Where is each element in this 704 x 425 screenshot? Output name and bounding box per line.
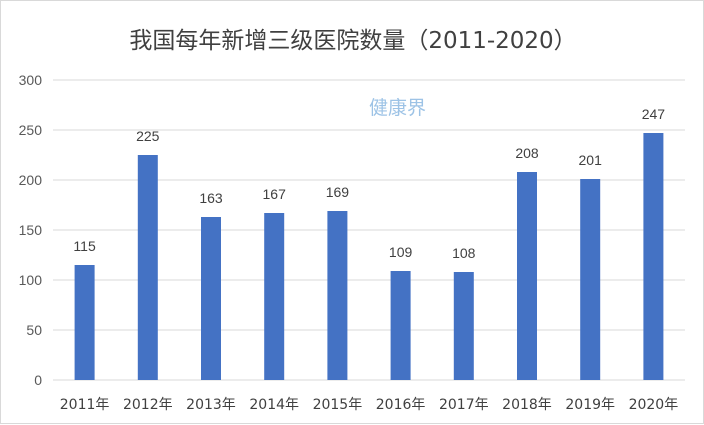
y-tick-label: 100 bbox=[19, 272, 43, 288]
x-category-label: 2016年 bbox=[376, 397, 426, 413]
data-label: 201 bbox=[579, 152, 603, 168]
x-category-label: 2018年 bbox=[502, 397, 552, 413]
y-axis-ticks: 0 50 100 150 200 250 300 bbox=[19, 72, 43, 388]
bar bbox=[390, 271, 411, 380]
x-axis-categories: 2011年 2012年 2013年 2014年 2015年 2016年 2017年 2018年… bbox=[60, 397, 678, 413]
x-category-label: 2012年 bbox=[123, 397, 173, 413]
bars bbox=[74, 133, 664, 380]
bar bbox=[453, 272, 474, 380]
watermark-text: 健康界 bbox=[369, 97, 427, 119]
data-label: 115 bbox=[73, 238, 96, 254]
data-label: 167 bbox=[263, 186, 287, 202]
bar bbox=[327, 211, 348, 380]
y-tick-label: 50 bbox=[26, 322, 42, 338]
x-category-label: 2019年 bbox=[565, 397, 615, 413]
bar bbox=[580, 179, 601, 380]
data-label: 208 bbox=[515, 145, 539, 161]
bar bbox=[643, 133, 664, 380]
bar bbox=[201, 217, 221, 380]
x-category-label: 2017年 bbox=[439, 397, 489, 413]
data-label: 225 bbox=[136, 128, 160, 144]
data-label: 108 bbox=[452, 245, 476, 261]
data-labels: 115 225 163 167 169 109 108 208 201 247 bbox=[73, 106, 665, 261]
bar bbox=[264, 213, 285, 380]
x-category-label: 2014年 bbox=[249, 397, 299, 413]
chart-title: 我国每年新增三级医院数量（2011-2020） bbox=[129, 28, 577, 54]
data-label: 163 bbox=[199, 190, 223, 206]
bar bbox=[517, 172, 537, 380]
y-tick-label: 300 bbox=[19, 72, 43, 88]
gridlines bbox=[53, 79, 685, 381]
y-tick-label: 250 bbox=[19, 122, 43, 138]
data-label: 169 bbox=[326, 184, 350, 200]
x-category-label: 2011年 bbox=[60, 397, 110, 413]
x-category-label: 2013年 bbox=[186, 397, 236, 413]
bar bbox=[137, 155, 158, 380]
y-tick-label: 200 bbox=[19, 172, 43, 188]
y-tick-label: 0 bbox=[34, 372, 42, 388]
data-label: 109 bbox=[389, 244, 413, 260]
data-label: 247 bbox=[642, 106, 666, 122]
x-category-label: 2020年 bbox=[629, 397, 679, 413]
bar bbox=[74, 265, 95, 380]
x-category-label: 2015年 bbox=[313, 397, 363, 413]
y-tick-label: 150 bbox=[19, 222, 43, 238]
